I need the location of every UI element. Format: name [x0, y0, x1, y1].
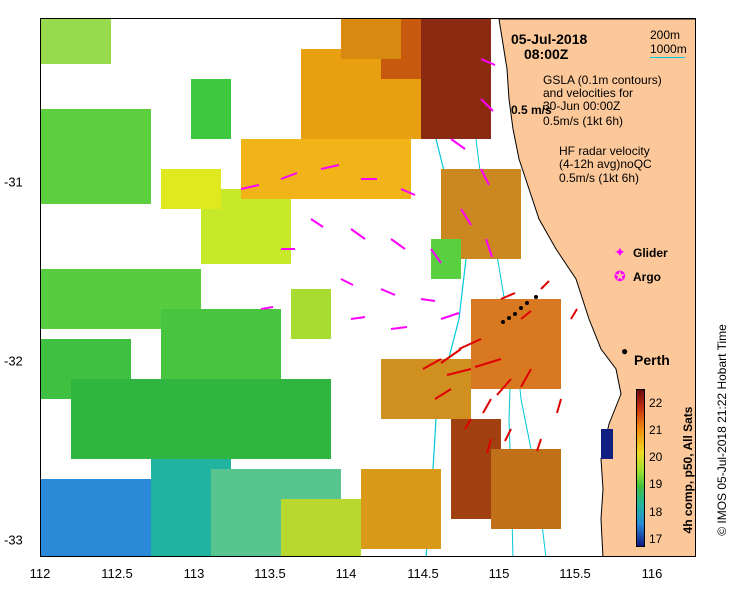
glider-label: Glider	[633, 246, 668, 260]
sst-map	[41, 19, 695, 556]
colorbar-tick: 18	[649, 504, 663, 519]
city-label: Perth	[634, 352, 670, 368]
hf-line2: (4-12h avg)noQC	[559, 157, 652, 171]
hf-vectors	[422, 280, 578, 454]
x-tick: 115.5	[559, 566, 591, 581]
glider-marker-icon: ✦	[614, 244, 626, 260]
x-tick: 114.5	[407, 566, 439, 581]
date-label: 05-Jul-2018	[511, 31, 588, 47]
hf-ref-label: 0.5m/s (1kt 6h)	[559, 171, 640, 185]
x-tick: 115	[488, 566, 510, 581]
colorbar-tick: 19	[649, 477, 663, 492]
x-tick: 113.5	[254, 566, 286, 581]
city-marker-icon: ●	[621, 344, 629, 358]
x-tick: 112.5	[101, 566, 133, 581]
colorbar-tick: 20	[649, 450, 663, 465]
colorbar-tick: 17	[649, 531, 663, 546]
y-tick: -31	[4, 174, 23, 190]
credit-label: © IMOS 05-Jul-2018 21:22 Hobart Time	[715, 324, 729, 536]
gsla-vectors	[240, 58, 496, 330]
isobath-1000m-label: 1000m	[650, 42, 687, 56]
gsla-line3: 30-Jun 00:00Z	[543, 99, 621, 113]
glider-track	[501, 295, 538, 324]
argo-marker-icon: ✪	[614, 268, 626, 284]
hf-line1: HF radar velocity	[559, 144, 650, 158]
argo-label: Argo	[633, 270, 661, 284]
time-label: 08:00Z	[524, 46, 569, 62]
colorbar-title: 4h comp, p50, All Sats	[681, 406, 695, 534]
x-tick: 114	[335, 566, 357, 581]
colorbar	[636, 389, 645, 547]
colorbar-tick: 22	[649, 395, 663, 410]
colorbar-tick: 21	[649, 422, 663, 437]
y-tick: -33	[4, 532, 23, 548]
x-tick: 112	[29, 566, 51, 581]
isobath-200m-label: 200m	[650, 28, 681, 42]
x-tick: 113	[183, 566, 205, 581]
y-tick: -32	[4, 353, 23, 369]
gsla-ref-label: 0.5m/s (1kt 6h)	[543, 114, 624, 128]
map-frame[interactable]	[40, 18, 696, 557]
gsla-line1: GSLA (0.1m contours)	[543, 73, 662, 87]
isobath-1000m-swatch	[650, 57, 685, 58]
gsla-scale-label: 0.5 m/s	[511, 103, 552, 117]
land	[498, 19, 695, 556]
x-tick: 116	[641, 566, 663, 581]
gsla-line2: and velocities for	[543, 86, 634, 100]
sst-patches	[41, 19, 613, 556]
